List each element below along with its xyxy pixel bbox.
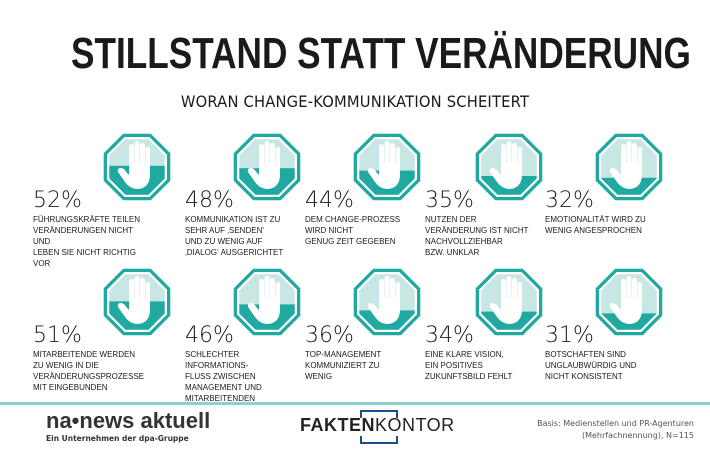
stat-percentage: 44% [305, 188, 354, 213]
hand-icon [609, 141, 642, 189]
stat-description: Kommunikation ist zu sehr auf ‚Senden‘ u… [185, 215, 284, 257]
stop-sign-hand-icon [595, 133, 663, 201]
stop-sign-hand-icon [475, 133, 543, 201]
stop-sign-hand-icon [475, 268, 543, 336]
stat-description: Top-Management kommuniziert zu wenig [305, 350, 382, 381]
stop-sign-hand-icon [233, 133, 301, 201]
stat-description: Nutzen der Veränderung ist nicht nachvol… [425, 215, 529, 257]
stop-sign-hand-icon [595, 268, 663, 336]
basis-note: Basis: Medienstellen und PR-Agenturen (M… [537, 419, 694, 440]
hand-icon [247, 276, 280, 324]
stat-description: Botschaften sind unglaubwürdig und nicht… [545, 350, 637, 381]
stop-sign-hand-icon [233, 268, 301, 336]
stat-percentage: 51% [33, 323, 82, 348]
stat-percentage: 34% [425, 323, 474, 348]
faktenkontor-bracket-top [360, 410, 398, 418]
stat-description: Eine klare Vision, ein positives Zukunft… [425, 350, 513, 381]
stat-percentage: 31% [545, 323, 594, 348]
stat-percentage: 46% [185, 323, 234, 348]
faktenkontor-bracket-bottom [360, 436, 398, 444]
stat-description: Führungskräfte teilen Veränderungen nich… [33, 215, 140, 268]
faktenkontor-logo: FAKTENKONTOR [300, 415, 455, 436]
page-title: STILLSTAND STATT VERÄNDERUNG [71, 29, 691, 78]
news-aktuell-tagline: Ein Unternehmen der dpa-Gruppe [46, 434, 189, 443]
hand-icon [367, 141, 400, 189]
stop-sign-hand-icon [353, 268, 421, 336]
hand-icon [247, 141, 280, 189]
hand-icon [367, 276, 400, 324]
page-subtitle: WORAN CHANGE-KOMMUNIKATION SCHEITERT [180, 92, 530, 111]
footer-divider [0, 402, 710, 405]
stop-sign-hand-icon [103, 133, 171, 201]
stat-percentage: 32% [545, 188, 594, 213]
stat-description: Schlechter Informations- fluss zwischen … [185, 350, 262, 403]
stop-sign-hand-icon [353, 133, 421, 201]
stat-percentage: 52% [33, 188, 82, 213]
logo-kontor: KONTOR [375, 415, 455, 435]
stat-percentage: 48% [185, 188, 234, 213]
stat-description: Mitarbeitende werden zu wenig in die Ver… [33, 350, 145, 392]
hand-icon [489, 141, 522, 189]
stat-description: Emotionalität wird zu wenig angesprochen [545, 215, 646, 235]
stop-sign-hand-icon [103, 268, 171, 336]
stat-description: Dem Change-Prozess wird nicht genug Zeit… [305, 215, 401, 246]
hand-icon [609, 276, 642, 324]
stat-percentage: 35% [425, 188, 474, 213]
hand-icon [489, 276, 522, 324]
news-aktuell-logo: na•news aktuell [46, 408, 211, 433]
hand-icon [117, 141, 150, 189]
stat-percentage: 36% [305, 323, 354, 348]
logo-fakten: FAKTEN [300, 415, 375, 435]
hand-icon [117, 276, 150, 324]
